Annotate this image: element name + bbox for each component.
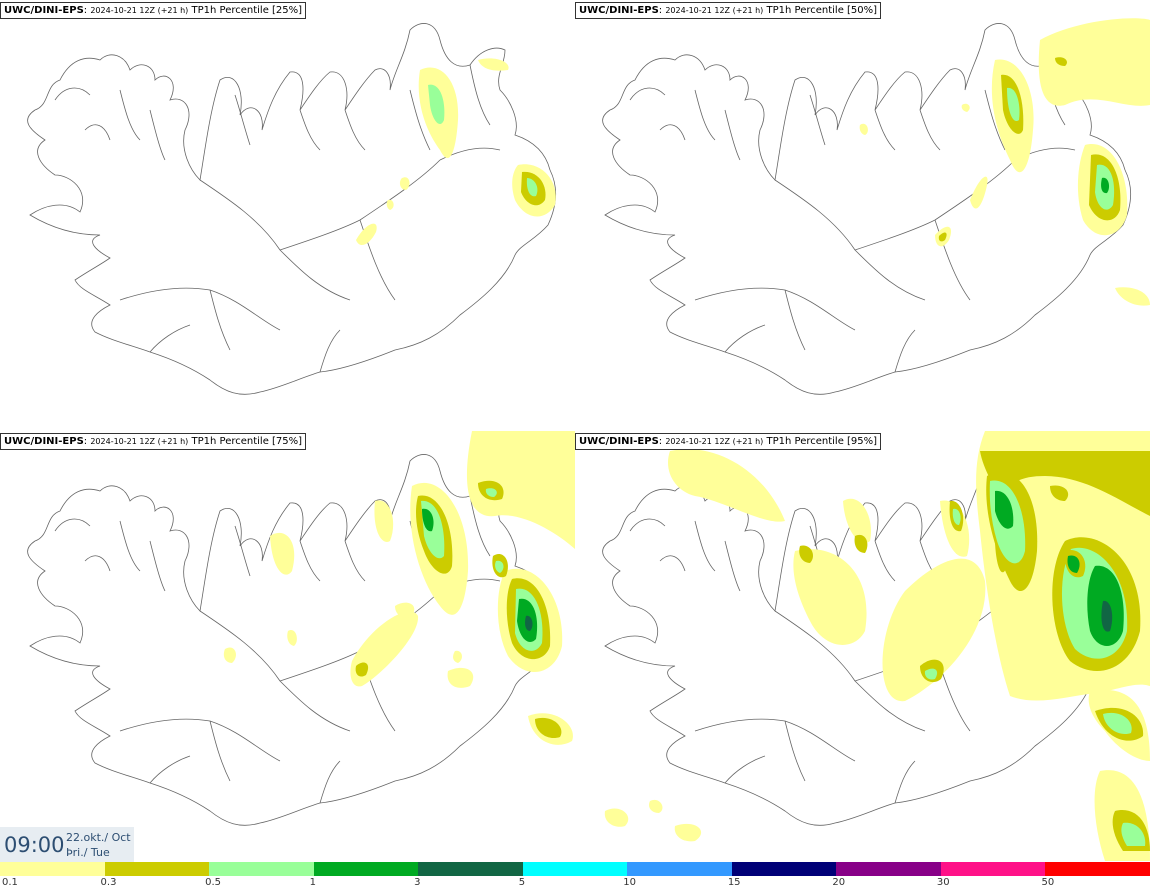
legend-labels: 0.1 0.3 0.5 1 3 5 10 15 20 30 50	[0, 877, 1150, 891]
legend-swatch	[313, 862, 419, 876]
precipitation-map-p95	[602, 431, 1150, 861]
legend-label: 0.5	[205, 877, 221, 888]
map-panel-p95: UWC/DINI-EPS: 2024-10-21 12Z (+21 h) TP1…	[575, 431, 1150, 861]
legend-swatch	[731, 862, 837, 876]
legend-swatch	[522, 862, 628, 876]
legend-label: 1	[309, 877, 316, 888]
legend-swatch	[418, 862, 523, 876]
valid-time-box: 09:00 22.okt./ Oct Þri./ Tue	[0, 827, 134, 862]
map-panel-p25: UWC/DINI-EPS: 2024-10-21 12Z (+21 h) TP1…	[0, 0, 575, 430]
legend-label: 0.3	[100, 877, 117, 888]
panel-title-p95: UWC/DINI-EPS: 2024-10-21 12Z (+21 h) TP1…	[575, 433, 882, 450]
legend-label: 30	[936, 877, 950, 888]
legend-bar	[0, 862, 1150, 876]
legend-swatch	[940, 862, 1046, 876]
legend-swatch	[104, 862, 210, 876]
legend-label: 20	[832, 877, 846, 888]
legend-swatch	[1045, 862, 1150, 876]
panel-title-p50: UWC/DINI-EPS: 2024-10-21 12Z (+21 h) TP1…	[575, 2, 882, 19]
legend-label: 3	[414, 877, 421, 888]
valid-weekday: Þri./ Tue	[66, 846, 110, 859]
precip-areas-p75	[223, 431, 575, 745]
precipitation-map-p50	[602, 18, 1150, 395]
legend-label: 50	[1041, 877, 1055, 888]
panel-title-p75: UWC/DINI-EPS: 2024-10-21 12Z (+21 h) TP1…	[0, 433, 307, 450]
legend-label: 5	[518, 877, 526, 888]
precip-areas-p95	[604, 431, 1150, 861]
valid-date: 22.okt./ Oct	[66, 831, 131, 844]
map-panel-p50: UWC/DINI-EPS: 2024-10-21 12Z (+21 h) TP1…	[575, 0, 1150, 430]
panel-title-p25: UWC/DINI-EPS: 2024-10-21 12Z (+21 h) TP1…	[0, 2, 307, 19]
legend-label: 10	[623, 877, 636, 888]
legend-label: 0.1	[2, 877, 18, 888]
map-panel-p75: UWC/DINI-EPS: 2024-10-21 12Z (+21 h) TP1…	[0, 431, 575, 861]
precipitation-map-p25	[27, 23, 557, 395]
valid-time-clock: 09:00	[4, 833, 65, 857]
legend-swatch	[627, 862, 732, 876]
legend-swatch	[836, 862, 941, 876]
precip-areas-p25	[356, 58, 556, 246]
precip-areas-p50	[859, 18, 1150, 306]
precipitation-map-p75	[27, 431, 575, 826]
legend-label: 15	[727, 877, 741, 888]
color-legend: 0.1 0.3 0.5 1 3 5 10 15 20 30 50	[0, 862, 1150, 891]
legend-swatch	[0, 862, 105, 876]
legend-swatch	[209, 862, 314, 876]
